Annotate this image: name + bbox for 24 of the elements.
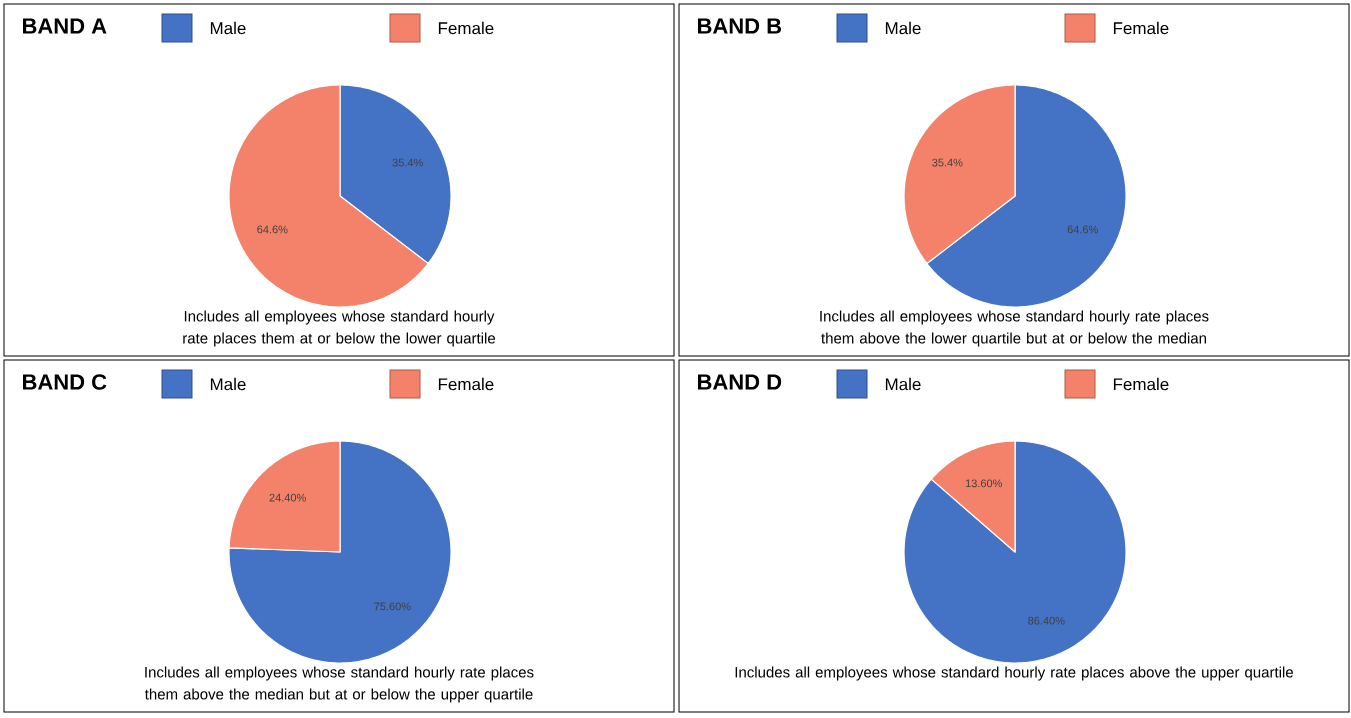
legend-label: Male xyxy=(885,21,921,35)
data-label: 35.4% xyxy=(392,158,423,167)
data-label: 64.6% xyxy=(257,225,288,234)
data-label: 75.60% xyxy=(374,602,411,611)
data-label: 24.40% xyxy=(269,493,306,502)
text: Includes all employees whose standard hourly rate places them at or below the lower quartile xyxy=(183,310,496,347)
legend-label: Male xyxy=(210,377,246,391)
text: Includes all employees whose standard hourly rate places them above the lower quartile but at or below the median xyxy=(820,310,1209,347)
data-label: 35.4% xyxy=(932,158,963,167)
legend-label: Female xyxy=(1113,377,1169,391)
legend-label: Female xyxy=(438,21,494,35)
legend-label: Male xyxy=(885,377,921,391)
text: Includes all employees whose standard hourly rate places them above the median but at or below the upper quartile xyxy=(144,666,534,703)
text: Includes all employees whose standard hourly rate places above the upper quartile xyxy=(735,666,1293,681)
data-label: 86.40% xyxy=(1028,616,1065,625)
chart-title: BAND D xyxy=(698,374,782,390)
data-label: 13.60% xyxy=(965,479,1003,488)
chart-title: BAND A xyxy=(22,18,107,34)
legend-label: Male xyxy=(210,21,246,35)
legend-label: Female xyxy=(1113,21,1169,35)
data-label: 64.6% xyxy=(1067,225,1098,234)
chart-title: BAND B xyxy=(698,18,782,34)
legend-label: Female xyxy=(438,377,494,391)
chart-title: BAND C xyxy=(22,374,107,390)
